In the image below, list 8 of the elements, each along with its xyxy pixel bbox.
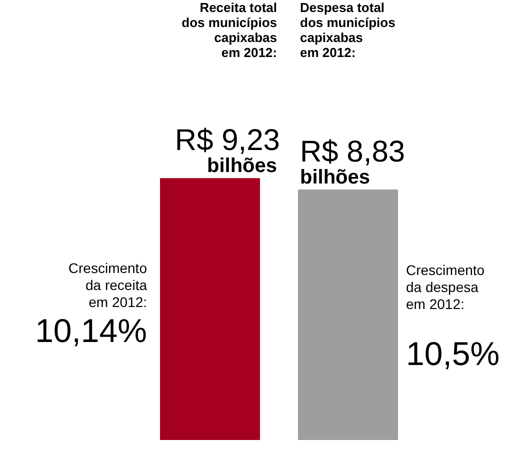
annotation: Crescimento da despesa em 2012: <box>406 262 485 312</box>
annotation: 10,14% <box>35 312 147 349</box>
data-label: R$ 8,83 bilhões <box>300 135 406 188</box>
annotation: Crescimento da receita em 2012: <box>68 260 148 310</box>
text: Receita total dos municípios capixabas em 2012: <box>182 0 277 60</box>
annotation: 10,5% <box>406 335 500 372</box>
text: Despesa total dos municípios capixabas em 2012: <box>300 0 396 60</box>
data-label: R$ 9,23 bilhões <box>174 124 280 178</box>
